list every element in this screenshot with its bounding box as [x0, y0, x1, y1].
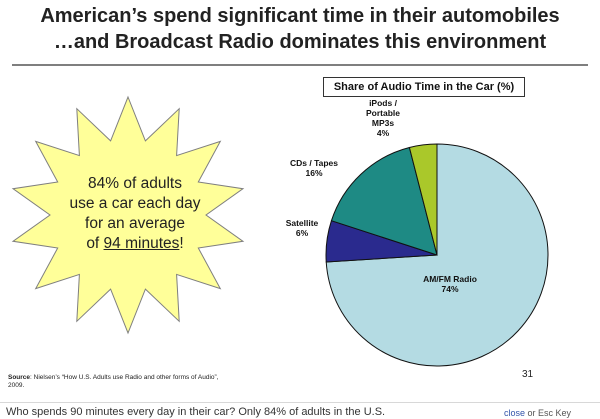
source-note: Source: Nielsen’s “How U.S. Adults use R… [8, 374, 228, 390]
callout-minutes: 94 minutes [103, 235, 180, 252]
pie-label-2: Satellite 6% [286, 218, 319, 238]
pie-slice-ipods-portable-mp3s [408, 143, 438, 256]
source-label: Source [8, 374, 31, 381]
close-hint-rest: or Esc Key [525, 408, 572, 418]
title-divider [12, 64, 588, 66]
slide-graphics: AM/FM Radio 74% Satellite 6% CDs / Tapes 16% i… [11, 95, 549, 367]
callout-line-2: use a car each day [69, 195, 201, 212]
starburst-callout-shape [11, 95, 245, 335]
callout-text: 84% of adults use a car each day for an … [60, 174, 210, 254]
callout-line-3: for an average [85, 215, 185, 232]
chart-title: Share of Audio Time in the Car (%) [323, 77, 525, 97]
slide: American’s spend significant time in the… [0, 5, 600, 403]
pie-label-3: CDs / Tapes 16% [290, 158, 338, 178]
callout-line-4-prefix: of [86, 235, 104, 252]
pie-slice-cds-tapes [330, 146, 438, 256]
slide-title-line-1: American’s spend significant time in the… [40, 5, 560, 27]
page-number: 31 [522, 369, 534, 380]
pie-chart: AM/FM Radio 74% Satellite 6% CDs / Tapes 16% i… [286, 98, 549, 367]
pie-label-1: AM/FM Radio 74% [423, 274, 477, 294]
image-caption: Who spends 90 minutes every day in their… [6, 406, 386, 418]
slide-title-line-2: …and Broadcast Radio dominates this envi… [53, 31, 547, 53]
close-link[interactable]: close [504, 408, 526, 418]
close-hint: close or Esc Key [504, 407, 596, 419]
callout-line-1: 84% of adults [88, 175, 182, 192]
callout-line-4: of 94 minutes! [60, 234, 210, 254]
pie-label-4: iPods / Portable MP3s 4% [366, 98, 400, 138]
source-text: : Nielsen’s “How U.S. Adults use Radio a… [8, 374, 219, 389]
callout-line-4-suffix: ! [179, 235, 184, 252]
